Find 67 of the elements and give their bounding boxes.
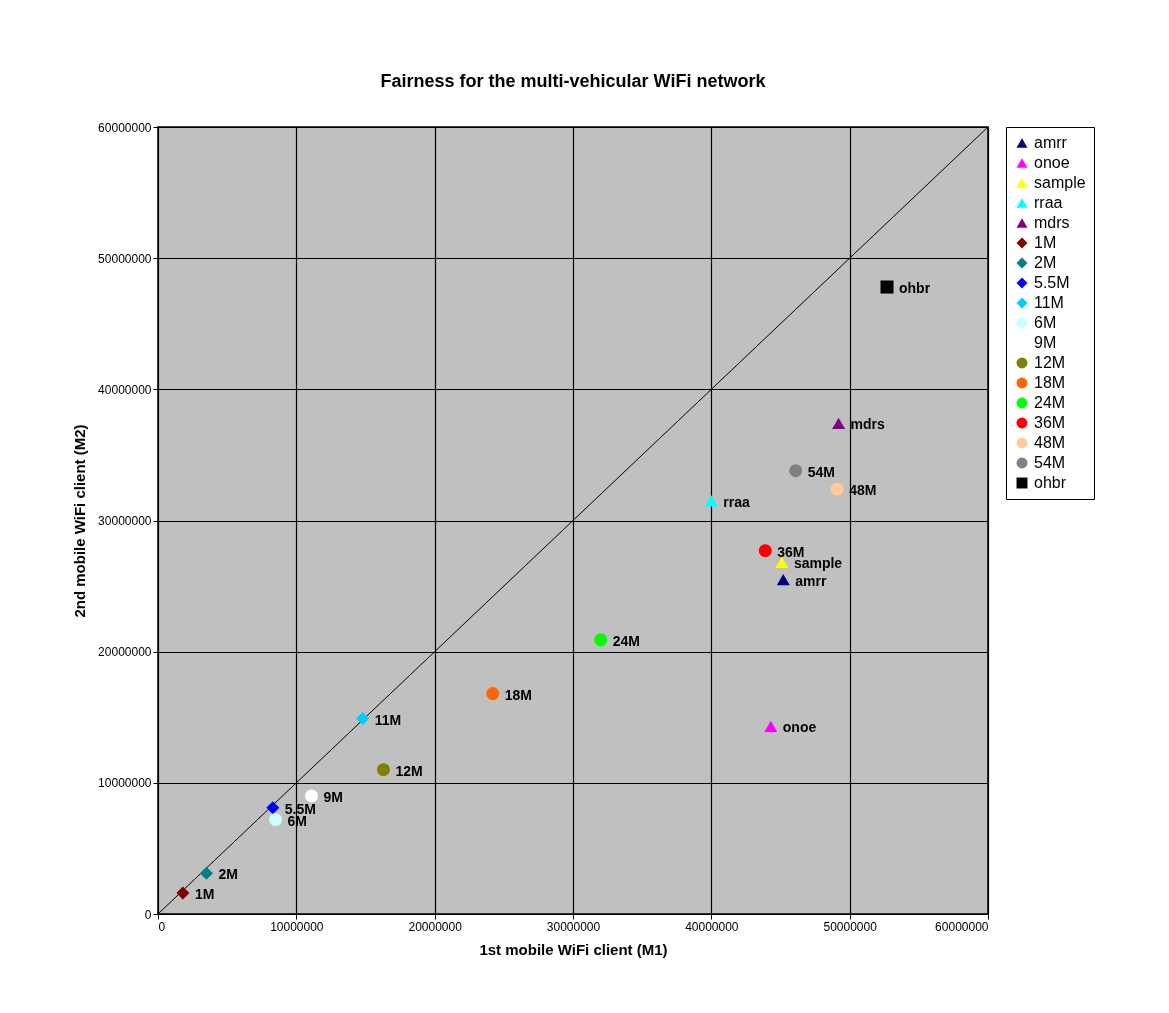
point xyxy=(486,687,500,701)
x-tick-label: 60000000 xyxy=(935,919,989,934)
legend-label: 54M xyxy=(1034,454,1066,471)
y-tick-label: 20000000 xyxy=(98,645,152,660)
text: mdrs xyxy=(850,416,885,433)
series-label: 9M xyxy=(323,788,343,805)
chart-title: Fairness for the multi-vehicular WiFi network xyxy=(380,71,767,91)
y-tick-label: 50000000 xyxy=(98,251,152,266)
text: amrr xyxy=(795,572,827,589)
point xyxy=(199,866,213,880)
y-tick-label: 40000000 xyxy=(98,382,152,397)
text: 1M xyxy=(194,886,215,903)
legend-label: mdrs xyxy=(1034,214,1070,231)
legend-label: 1M xyxy=(1034,234,1057,251)
text: 54M xyxy=(807,463,835,480)
text: onoe xyxy=(782,719,817,736)
x-tick-label: 0 xyxy=(158,919,166,934)
point xyxy=(266,801,280,815)
legend-label: amrr xyxy=(1034,134,1068,151)
text: 2M xyxy=(218,866,238,883)
x-tick-label: 50000000 xyxy=(823,919,878,934)
legend-label: 18M xyxy=(1034,374,1066,391)
x-tick-label: 40000000 xyxy=(685,919,739,934)
y-tick-label: 30000000 xyxy=(98,514,152,528)
point xyxy=(269,813,283,827)
text: rraa xyxy=(723,493,750,510)
legend-label: onoe xyxy=(1034,154,1070,171)
point xyxy=(880,280,894,294)
legend-label: 6M xyxy=(1034,314,1057,331)
legend-label: ohbr xyxy=(1034,474,1067,491)
legend-label: 24M xyxy=(1034,394,1066,411)
point xyxy=(356,712,370,726)
legend-label: sample xyxy=(1034,174,1086,191)
point xyxy=(758,544,772,558)
point xyxy=(775,556,789,569)
legend-label: 12M xyxy=(1034,354,1066,371)
point xyxy=(176,886,190,900)
text: 12M xyxy=(395,762,423,779)
text: 18M xyxy=(504,686,532,703)
text: ohbr xyxy=(899,280,931,297)
point xyxy=(764,720,778,733)
point xyxy=(776,573,790,586)
y-axis-title: 2nd mobile WiFi client (M2) xyxy=(71,424,89,618)
text: 24M xyxy=(612,632,640,649)
point xyxy=(832,417,846,430)
y-tick-label: 0 xyxy=(144,907,152,922)
point xyxy=(789,464,803,478)
legend-label: 11M xyxy=(1034,294,1064,311)
y-tick-label: 10000000 xyxy=(98,776,152,791)
x-axis-title: 1st mobile WiFi client (M1) xyxy=(479,940,668,958)
text: 36M xyxy=(777,543,805,560)
x-tick-label: 20000000 xyxy=(408,919,463,934)
point xyxy=(594,633,608,647)
point xyxy=(305,789,319,803)
x-tick-label: 30000000 xyxy=(546,919,601,934)
legend-label: 2M xyxy=(1034,254,1057,271)
point xyxy=(830,482,844,496)
legend-label: 48M xyxy=(1034,434,1066,451)
legend-label: 36M xyxy=(1034,414,1066,431)
x-tick-label: 10000000 xyxy=(270,919,324,934)
legend-label: 5.5M xyxy=(1034,274,1070,291)
legend-label: rraa xyxy=(1034,194,1063,211)
y-tick-label: 60000000 xyxy=(98,120,152,135)
point xyxy=(376,763,390,777)
point xyxy=(704,495,718,507)
text: 9M xyxy=(1034,334,1057,351)
text: 11M xyxy=(374,711,402,728)
